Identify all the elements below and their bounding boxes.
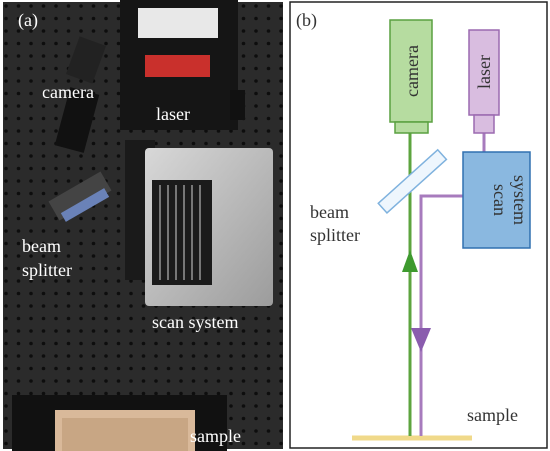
label: sample [190,426,241,446]
label: scan system [152,312,238,332]
label: system [510,175,530,225]
label: beam [310,202,349,222]
label: laser [474,55,494,89]
label: splitter [310,225,360,245]
label: camera [402,45,422,97]
label: beam [22,236,61,256]
photo [3,0,283,451]
panel-label: (b) [296,10,317,31]
label: camera [42,82,94,102]
label: sample [467,405,518,425]
figure: (a) camera laser beam splitter scan syst… [0,0,550,451]
panel-label: (a) [18,10,38,31]
label: scan [490,184,510,216]
label: laser [156,104,190,124]
label: splitter [22,260,72,280]
